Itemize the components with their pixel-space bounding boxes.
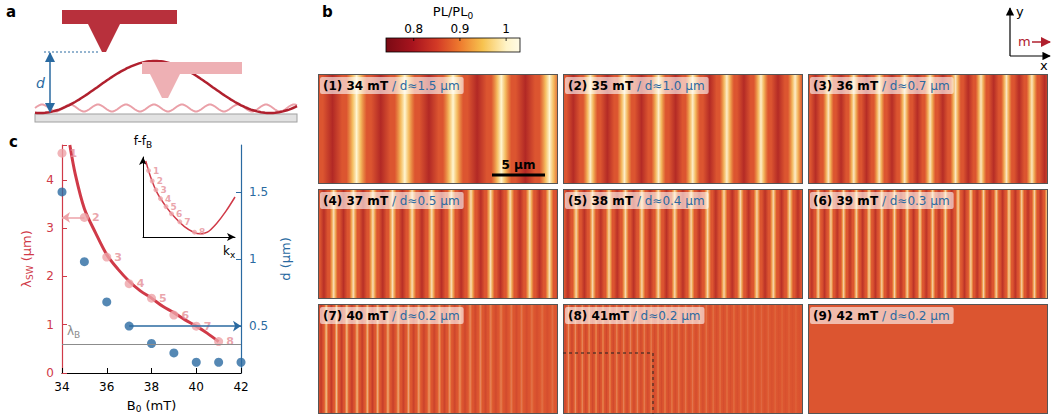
svg-text:m: m [1018, 34, 1031, 49]
svg-text:d: d [36, 75, 45, 91]
svg-text:5: 5 [170, 201, 177, 212]
svg-text:k: k [223, 244, 230, 258]
svg-text:(μm): (μm) [19, 230, 34, 265]
svg-text:1: 1 [502, 22, 510, 36]
svg-text:(8) 41mT / d≈0.2 μm: (8) 41mT / d≈0.2 μm [568, 309, 700, 323]
svg-text:3: 3 [114, 251, 122, 264]
svg-text:B: B [127, 398, 136, 413]
svg-text:c: c [9, 133, 18, 151]
svg-text:(5) 38 mT / d≈0.4 μm: (5) 38 mT / d≈0.4 μm [568, 194, 705, 208]
svg-text:4: 4 [46, 173, 54, 187]
svg-text:(9) 42 mT / d≈0.2 μm: (9) 42 mT / d≈0.2 μm [813, 309, 950, 323]
svg-text:d (μm): d (μm) [278, 237, 293, 280]
svg-text:6: 6 [181, 309, 189, 322]
svg-text:7: 7 [184, 217, 190, 227]
svg-text:36: 36 [99, 380, 114, 394]
svg-text:x: x [230, 250, 236, 260]
svg-text:(1) 34 mT / d≈1.5 μm: (1) 34 mT / d≈1.5 μm [323, 79, 460, 93]
svg-text:2: 2 [46, 269, 54, 283]
svg-text:4: 4 [165, 193, 172, 204]
svg-text:8: 8 [199, 227, 205, 237]
svg-text:34: 34 [54, 380, 69, 394]
svg-text:(mT): (mT) [141, 398, 176, 413]
svg-text:6: 6 [176, 209, 182, 219]
svg-text:λ: λ [67, 324, 74, 338]
svg-text:1: 1 [249, 252, 257, 266]
svg-text:B: B [146, 140, 152, 150]
svg-text:(4) 37 mT / d≈0.5 μm: (4) 37 mT / d≈0.5 μm [323, 194, 460, 208]
svg-text:(7) 40 mT / d≈0.2 μm: (7) 40 mT / d≈0.2 μm [323, 309, 460, 323]
svg-text:5: 5 [159, 292, 167, 305]
svg-text:5 μm: 5 μm [502, 158, 536, 172]
svg-text:a: a [6, 3, 16, 21]
svg-text:PL/PL0: PL/PL0 [433, 4, 474, 21]
svg-text:0.9: 0.9 [450, 22, 469, 36]
svg-text:42: 42 [233, 380, 248, 394]
svg-text:7: 7 [203, 319, 212, 333]
svg-text:(6) 39 mT / d≈0.3 μm: (6) 39 mT / d≈0.3 μm [813, 194, 950, 208]
svg-text:0.5: 0.5 [249, 319, 268, 333]
svg-text:λ: λ [18, 280, 34, 288]
svg-text:8: 8 [226, 335, 234, 348]
svg-text:1: 1 [70, 147, 78, 160]
svg-text:1.5: 1.5 [249, 185, 268, 199]
svg-text:(2) 35 mT / d≈1.0 μm: (2) 35 mT / d≈1.0 μm [568, 79, 705, 93]
svg-text:3: 3 [46, 221, 54, 235]
svg-text:x: x [1040, 58, 1048, 73]
svg-text:1: 1 [153, 166, 159, 176]
svg-text:1: 1 [46, 318, 54, 332]
svg-text:4: 4 [137, 277, 145, 290]
svg-text:B: B [74, 330, 80, 340]
svg-text:2: 2 [92, 211, 100, 224]
svg-text:40: 40 [189, 380, 204, 394]
svg-text:(3) 36 mT / d≈0.7 μm: (3) 36 mT / d≈0.7 μm [813, 79, 950, 93]
svg-text:0: 0 [135, 403, 142, 414]
svg-text:0.8: 0.8 [404, 22, 423, 36]
svg-text:y: y [1016, 4, 1024, 19]
svg-text:SW: SW [25, 265, 35, 280]
svg-text:f-f: f-f [134, 134, 147, 148]
svg-text:3: 3 [160, 184, 167, 195]
svg-text:b: b [322, 3, 333, 21]
svg-text:38: 38 [144, 380, 159, 394]
svg-text:0: 0 [46, 366, 54, 380]
svg-text:2: 2 [156, 176, 163, 186]
